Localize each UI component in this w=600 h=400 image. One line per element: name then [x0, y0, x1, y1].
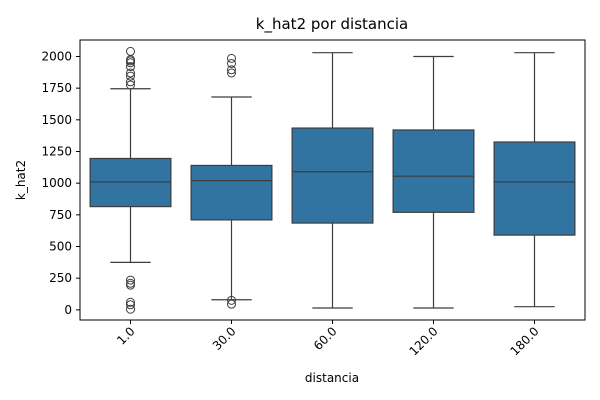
outlier-point	[126, 304, 135, 314]
outlier-point	[227, 299, 236, 309]
box-iqr	[190, 164, 273, 221]
outlier-point	[227, 58, 236, 68]
y-axis-label: k_hat2	[14, 160, 28, 200]
outlier-point	[126, 280, 135, 290]
y-tick-label: 1000	[41, 176, 72, 190]
outlier-point	[126, 80, 135, 90]
outlier-point	[126, 275, 135, 285]
x-axis-label: distancia	[305, 371, 359, 385]
outlier-point	[126, 297, 135, 307]
outlier-point	[227, 53, 236, 63]
y-tick-label: 1750	[41, 81, 72, 95]
plot-frame	[79, 39, 586, 321]
y-tick-label: 2000	[41, 49, 72, 63]
outlier-point	[126, 77, 135, 87]
y-tick-label: 1250	[41, 144, 72, 158]
box-iqr	[291, 127, 374, 224]
box-iqr	[392, 129, 475, 213]
outlier-point	[126, 71, 135, 81]
outlier-point	[227, 65, 236, 75]
outlier-point	[126, 300, 135, 310]
y-tick-label: 750	[49, 208, 72, 222]
chart-title: k_hat2 por distancia	[256, 15, 408, 34]
outlier-point	[126, 68, 135, 78]
box-iqr	[89, 157, 172, 208]
outlier-point	[126, 62, 135, 72]
y-tick-label: 500	[49, 240, 72, 254]
box-iqr	[493, 141, 576, 236]
y-tick-label: 1500	[41, 113, 72, 127]
y-tick-label: 0	[64, 303, 72, 317]
outlier-point	[126, 58, 135, 68]
y-tick-label: 250	[49, 271, 72, 285]
outlier-point	[227, 295, 236, 305]
outlier-point	[227, 68, 236, 78]
